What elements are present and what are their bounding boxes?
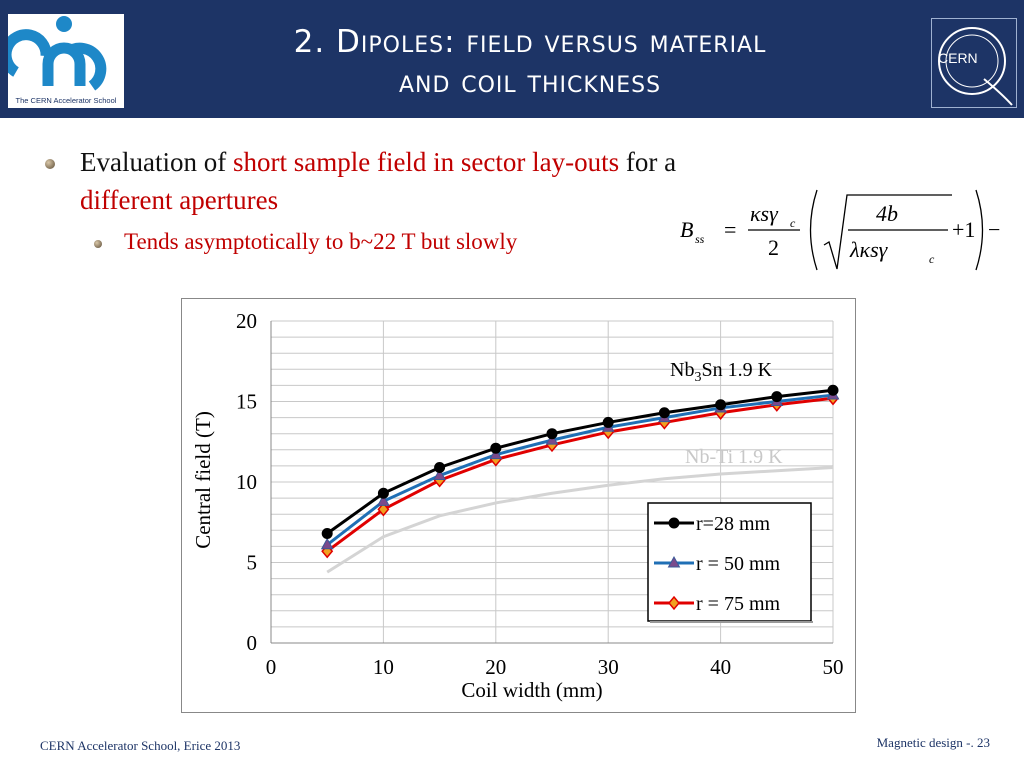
sub-bullet-dot-icon bbox=[94, 240, 102, 248]
data-point bbox=[377, 494, 390, 506]
formula-lhs-sub: ss bbox=[695, 232, 705, 246]
title-line-2: and coil thickness bbox=[398, 64, 662, 100]
data-point bbox=[827, 384, 839, 396]
legend-label: r = 75 mm bbox=[696, 593, 780, 615]
nbti-curve bbox=[326, 466, 834, 574]
data-point bbox=[434, 462, 446, 474]
logo-caption: The CERN Accelerator School bbox=[15, 96, 117, 105]
x-tick-label: 40 bbox=[710, 655, 731, 679]
cern-logo-text: CERN bbox=[938, 50, 978, 66]
bullet-1-part-3: for a bbox=[619, 147, 677, 177]
data-point bbox=[771, 391, 783, 403]
legend-swatch-marker bbox=[667, 555, 681, 568]
footer-left: CERN Accelerator School, Erice 2013 bbox=[40, 738, 241, 753]
formula-denominator: 2 bbox=[768, 235, 779, 260]
x-tick-label: 0 bbox=[266, 655, 277, 679]
chart-frame: 0 5 10 15 20 0 10 20 30 40 50 Coil width (mm) Centra… bbox=[181, 298, 856, 713]
slide-title: 2. Dipoles: field versus material and co… bbox=[150, 22, 910, 102]
data-point bbox=[546, 428, 558, 440]
series-line bbox=[326, 388, 834, 535]
y-tick-label: 10 bbox=[236, 470, 257, 494]
bullet-1-part-2: short sample field in sector lay-outs bbox=[232, 147, 620, 177]
legend-label: r = 50 mm bbox=[696, 553, 780, 575]
short-sample-formula: B ss = κsγ c 2 4b λκsγ c +1 −1 −1 − bbox=[680, 189, 1000, 271]
cern-logo-icon bbox=[938, 27, 1013, 106]
formula-numerator: κsγ bbox=[750, 201, 779, 226]
bullet-1-part-1: Evaluation of bbox=[80, 147, 233, 177]
y-tick-label: 0 bbox=[247, 631, 258, 655]
formula-plus-term: +1 bbox=[952, 217, 975, 242]
data-point bbox=[377, 502, 390, 517]
slide-header: The CERN Accelerator School 2. Dipoles: … bbox=[0, 0, 1024, 118]
y-tick-label: 5 bbox=[247, 551, 258, 575]
legend-swatch-marker bbox=[668, 517, 680, 529]
data-point bbox=[377, 487, 389, 499]
formula-lhs: B bbox=[680, 217, 693, 242]
legend-label: r=28 mm bbox=[696, 513, 770, 535]
bullet-1: Evaluation of short sample field in sect… bbox=[80, 143, 680, 219]
title-line-1: 2. Dipoles: field versus material bbox=[293, 24, 767, 60]
data-point bbox=[490, 442, 502, 454]
data-point bbox=[658, 407, 670, 419]
series-1 bbox=[321, 384, 839, 540]
chart-legend: r=28 mm r = 50 mm r = 75 mm bbox=[647, 502, 813, 623]
formula-inner-denominator-sub: c bbox=[929, 252, 935, 266]
formula-numerator-sub: c bbox=[790, 216, 796, 230]
cern-logo: CERN bbox=[931, 18, 1017, 108]
formula-minus-term-rendered: − bbox=[988, 217, 1000, 242]
footer-right: Magnetic design -. 23 bbox=[876, 735, 990, 750]
data-point bbox=[602, 416, 614, 428]
x-tick-label: 50 bbox=[823, 655, 844, 679]
svg-text:=: = bbox=[724, 217, 736, 242]
cas-logo: The CERN Accelerator School bbox=[0, 14, 124, 108]
bullet-1-part-4: different apertures bbox=[80, 185, 279, 215]
y-tick-label: 20 bbox=[236, 309, 257, 333]
bullet-2: Tends asymptotically to b~22 T but slowl… bbox=[124, 229, 518, 254]
nb3sn-label: Nb3Sn 1.9 K bbox=[670, 359, 773, 385]
data-point bbox=[715, 399, 727, 411]
data-point bbox=[321, 528, 333, 540]
x-tick-label: 20 bbox=[485, 655, 506, 679]
x-tick-label: 10 bbox=[373, 655, 394, 679]
data-point bbox=[320, 537, 334, 550]
series-line bbox=[326, 393, 834, 546]
x-tick-label: 30 bbox=[598, 655, 619, 679]
legend-swatch-marker bbox=[668, 595, 680, 611]
nbti-label: Nb-Ti 1.9 K bbox=[685, 446, 783, 468]
formula-inner-numerator: 4b bbox=[876, 201, 898, 226]
formula-inner-denominator: λκsγ bbox=[849, 237, 889, 262]
central-field-chart: 0 5 10 15 20 0 10 20 30 40 50 Coil width (mm) Centra… bbox=[191, 309, 844, 702]
bullet-dot-icon bbox=[45, 159, 55, 169]
x-axis-title: Coil width (mm) bbox=[461, 678, 602, 702]
series-line bbox=[326, 396, 834, 553]
cas-logo-icon bbox=[0, 16, 107, 91]
y-tick-label: 15 bbox=[236, 390, 257, 414]
data-point bbox=[433, 468, 446, 481]
y-axis-title: Central field (T) bbox=[191, 411, 215, 549]
